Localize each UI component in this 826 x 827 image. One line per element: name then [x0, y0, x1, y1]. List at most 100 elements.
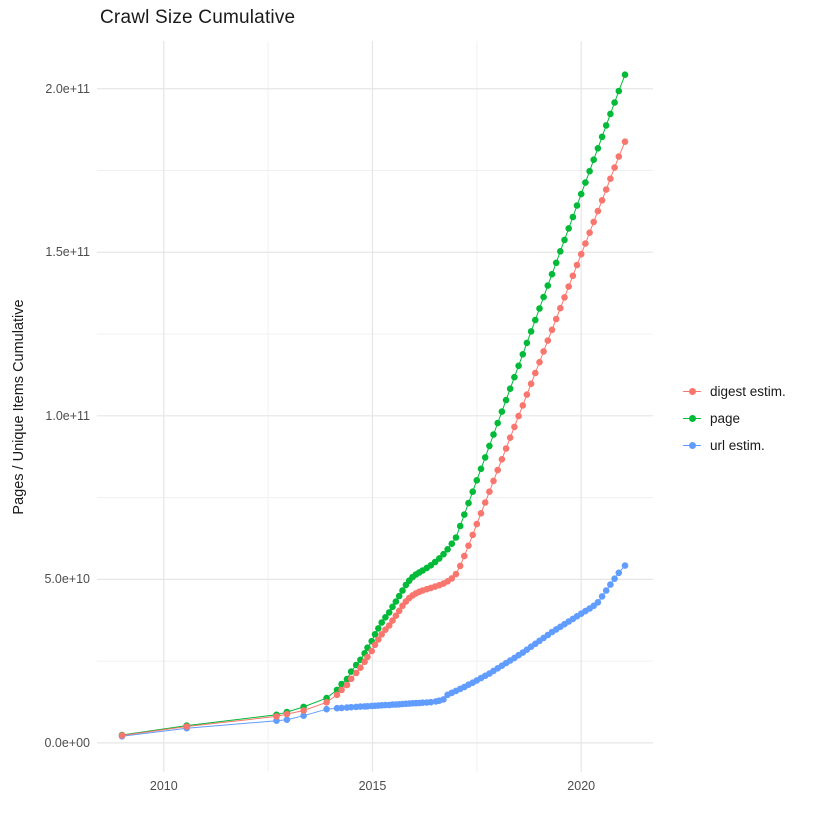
data-point	[561, 294, 568, 301]
data-point	[452, 534, 460, 541]
data-point	[465, 499, 472, 507]
legend-point-icon	[688, 388, 696, 395]
data-point	[594, 599, 602, 606]
data-point	[527, 328, 535, 335]
data-point	[183, 723, 190, 730]
series-points-digestestim	[118, 138, 629, 739]
data-point	[577, 190, 585, 198]
data-point	[569, 213, 577, 221]
data-point	[378, 631, 386, 638]
data-point	[615, 87, 623, 95]
data-point	[590, 218, 597, 226]
data-point	[347, 668, 355, 675]
x-tick-label: 2020	[567, 779, 596, 793]
data-point	[602, 122, 610, 129]
data-point	[461, 552, 468, 560]
data-point	[519, 402, 527, 409]
data-point	[498, 408, 506, 415]
data-point	[456, 562, 464, 570]
data-point	[392, 598, 400, 605]
data-point	[621, 138, 629, 145]
data-point	[456, 522, 464, 530]
data-point	[389, 617, 396, 624]
legend-entry-url-estim: url estim.	[683, 432, 786, 459]
data-point	[552, 315, 560, 323]
data-point	[440, 550, 447, 558]
data-point	[440, 696, 447, 703]
data-point	[515, 362, 522, 370]
data-point	[607, 110, 614, 118]
data-point	[548, 270, 556, 278]
data-point	[375, 636, 382, 643]
data-point	[473, 477, 481, 484]
data-point	[364, 653, 371, 661]
x-tick-label: 2010	[149, 779, 178, 793]
legend-key-page	[683, 410, 701, 428]
data-point	[481, 454, 489, 461]
data-point	[515, 412, 522, 420]
data-point	[473, 520, 481, 528]
legend-point-icon	[688, 415, 696, 422]
data-point	[118, 732, 126, 739]
data-point	[477, 465, 485, 473]
data-point	[519, 351, 527, 358]
data-point	[395, 607, 403, 615]
data-point	[357, 664, 364, 671]
data-point	[511, 373, 518, 381]
data-point	[333, 686, 341, 694]
data-point	[577, 250, 585, 258]
y-tick-label: 1.5e+11	[45, 245, 90, 260]
data-point	[378, 619, 386, 626]
legend-entry-digest-estim: digest estim.	[683, 378, 786, 405]
data-point	[273, 713, 280, 720]
data-point	[333, 691, 341, 699]
data-point	[621, 71, 629, 78]
data-point	[602, 587, 610, 594]
data-point	[283, 716, 291, 723]
data-point	[444, 546, 451, 553]
data-point	[590, 156, 597, 163]
data-point	[385, 622, 393, 629]
data-point	[465, 542, 472, 549]
legend-label: digest estim.	[710, 384, 786, 399]
data-point	[611, 99, 618, 106]
data-point	[399, 587, 406, 594]
data-point	[569, 272, 577, 280]
data-point	[557, 304, 564, 312]
data-point	[494, 466, 502, 474]
data-point	[375, 625, 382, 632]
y-tick-label: 1.0e+11	[45, 408, 90, 423]
data-point	[436, 555, 443, 562]
data-point	[338, 686, 345, 694]
data-point	[452, 570, 460, 578]
data-point	[502, 396, 510, 404]
data-point	[371, 631, 379, 638]
data-point	[527, 380, 535, 388]
data-point	[615, 569, 623, 577]
legend-label: page	[710, 411, 741, 426]
data-point	[448, 540, 456, 547]
data-point	[347, 675, 355, 683]
y-tick-label: 2.0e+11	[45, 81, 90, 96]
legend-key-url	[683, 437, 701, 455]
data-point	[502, 445, 510, 452]
data-point	[536, 305, 543, 312]
data-point	[385, 609, 393, 616]
data-point	[598, 593, 606, 600]
data-point	[573, 261, 581, 269]
data-point	[532, 369, 539, 377]
data-point	[544, 337, 552, 344]
legend-point-icon	[688, 442, 696, 449]
data-point	[565, 283, 572, 290]
x-tick-label: 2015	[358, 779, 387, 793]
data-point	[498, 456, 506, 463]
data-point	[536, 358, 543, 366]
data-point	[494, 419, 502, 427]
data-point	[602, 186, 610, 193]
data-point	[506, 385, 514, 393]
data-point	[343, 681, 351, 689]
data-point	[586, 229, 593, 236]
data-point	[427, 698, 435, 706]
